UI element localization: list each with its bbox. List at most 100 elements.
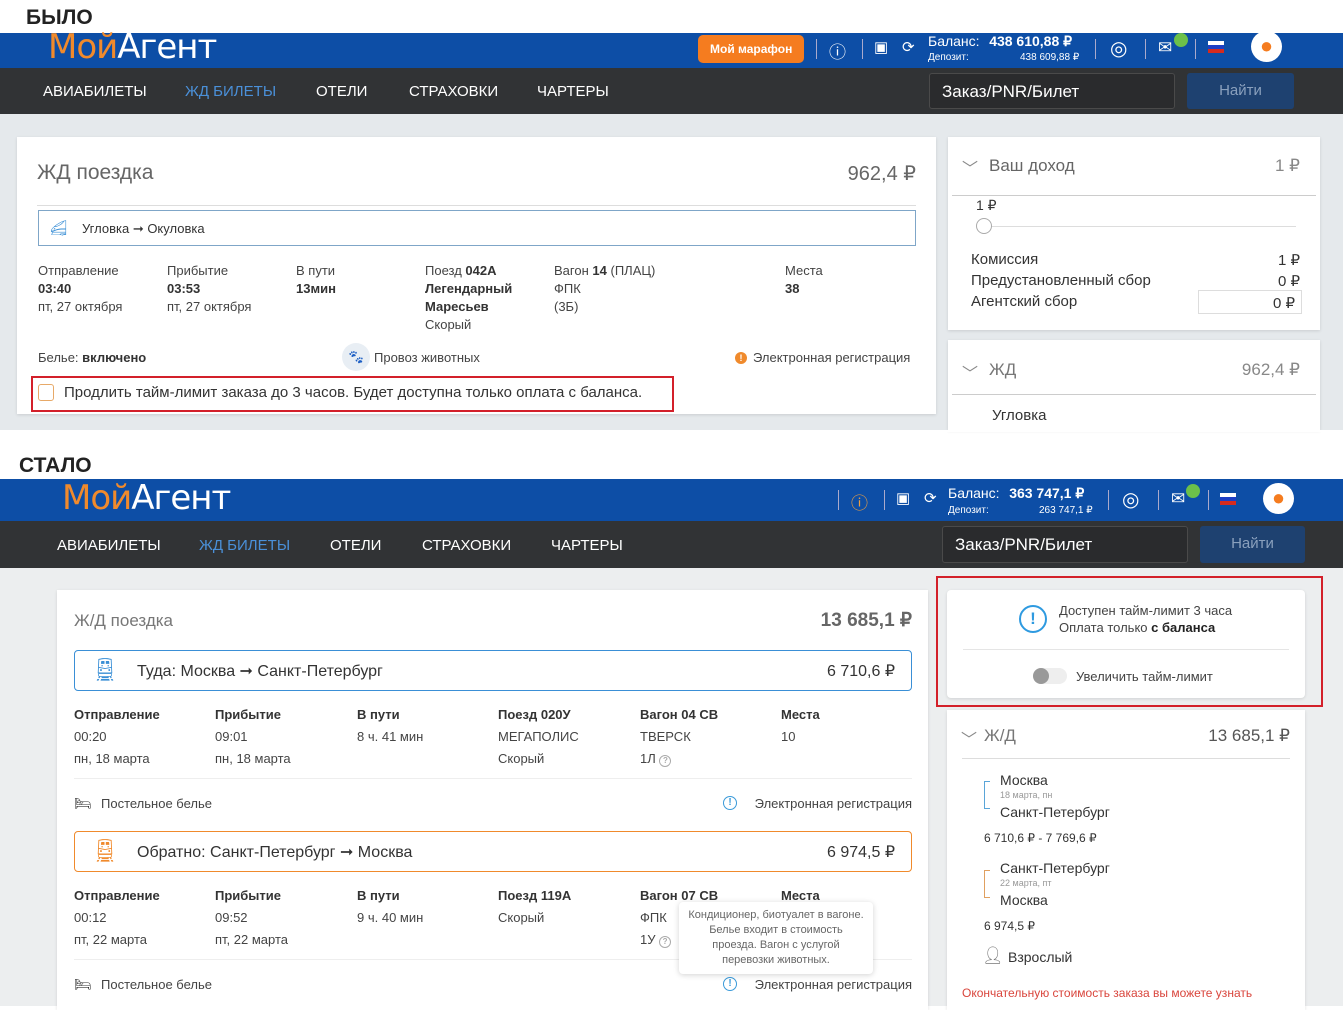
search-input[interactable]: Заказ/PNR/Билет xyxy=(942,526,1188,563)
help-icon[interactable]: ? xyxy=(659,936,672,948)
train-label: Поезд xyxy=(425,263,462,278)
seg2-price: 6 974,5 ₽ xyxy=(984,919,1036,933)
linen-label: Белье: xyxy=(38,350,79,365)
find-button[interactable]: Найти xyxy=(1187,73,1294,109)
nav-charters[interactable]: ЧАРТЕРЫ xyxy=(551,537,623,554)
train-icon: 🚄︎ xyxy=(49,220,69,237)
car: Вагон 14 (ПЛАЦ) ФПК (3Б) xyxy=(554,262,655,316)
column-value: 00:12 xyxy=(74,910,107,925)
nav-rail[interactable]: ЖД БИЛЕТЫ xyxy=(199,537,291,554)
divider xyxy=(1195,39,1196,59)
column-sub: пт, 22 марта xyxy=(215,932,288,947)
linen: Постельное белье xyxy=(101,977,212,992)
car-code: (3Б) xyxy=(554,299,579,314)
nav-insurance[interactable]: СТРАХОВКИ xyxy=(422,537,512,554)
help-icon[interactable]: ? xyxy=(659,755,672,767)
leg-route-box: 🚆︎ Туда: Москва ➞ Санкт-Петербург 6 710,… xyxy=(74,650,912,691)
income-title[interactable]: Ваш доход xyxy=(989,156,1075,175)
divider xyxy=(74,959,912,960)
leg-column: В пути 8 ч. 41 мин xyxy=(357,704,423,748)
nav-hotels[interactable]: ОТЕЛИ xyxy=(316,83,368,100)
chevron-down-icon[interactable]: ﹀ xyxy=(962,161,979,178)
nav-charters[interactable]: ЧАРТЕРЫ xyxy=(537,83,609,100)
column-value: Скорый xyxy=(498,910,545,925)
seg1-price: 6 710,6 ₽ - 7 769,6 ₽ xyxy=(984,831,1097,845)
logo-part: Мой xyxy=(48,27,118,67)
column-label: Вагон 07 СВ xyxy=(640,888,719,903)
mail-icon[interactable]: ✉ xyxy=(1171,489,1186,508)
column-value: ФПК xyxy=(640,910,667,925)
refresh-icon[interactable]: ⟳ xyxy=(902,39,915,56)
nav-rail[interactable]: ЖД БИЛЕТЫ xyxy=(185,83,277,100)
toggle-knob xyxy=(1033,668,1049,684)
eye-icon[interactable]: ◎ xyxy=(1122,489,1140,511)
dur-label: В пути xyxy=(296,263,336,278)
avatar-icon[interactable]: ● xyxy=(1263,483,1294,514)
column-label: Места xyxy=(781,888,820,903)
car-company: ФПК xyxy=(554,281,581,296)
after-label: СТАЛО xyxy=(19,454,92,477)
wallet-icon[interactable]: ▣ xyxy=(896,490,911,507)
warning-icon: ! xyxy=(735,352,747,364)
leg-route: Обратно: Санкт-Петербург ➞ Москва xyxy=(137,844,413,861)
rail-total: 13 685,1 ₽ xyxy=(1208,726,1290,745)
column-label: В пути xyxy=(357,707,400,722)
nav-air[interactable]: АВИАБИЛЕТЫ xyxy=(57,537,161,554)
income-card: ﹀ Ваш доход 1 ₽ 1 ₽ Комиссия 1 ₽ Предуст… xyxy=(948,137,1320,330)
balance-label: Баланс: xyxy=(948,485,1000,501)
logo[interactable]: МойАгент xyxy=(48,27,217,67)
slider-handle[interactable] xyxy=(976,218,992,234)
russian-flag-icon[interactable] xyxy=(1208,41,1224,53)
column-label: Прибытие xyxy=(215,707,281,722)
timelimit-line2: Оплата только с баланса xyxy=(1059,620,1215,635)
deposit-label: Депозит: xyxy=(928,52,969,63)
avatar-icon[interactable]: ● xyxy=(1251,31,1282,62)
nav-insurance[interactable]: СТРАХОВКИ xyxy=(409,83,499,100)
nav-hotels[interactable]: ОТЕЛИ xyxy=(330,537,382,554)
agent-fee-label: Агентский сбор xyxy=(971,293,1078,310)
rail-title[interactable]: Ж/Д xyxy=(984,726,1016,745)
leg-column: В пути 9 ч. 40 мин xyxy=(357,885,423,929)
rail-title[interactable]: ЖД xyxy=(989,360,1017,379)
seg2-from: Санкт-Петербург xyxy=(1000,860,1110,876)
info-icon: ! xyxy=(1019,605,1047,633)
eye-icon[interactable]: ◎ xyxy=(1110,38,1128,60)
wallet-icon[interactable]: ▣ xyxy=(874,39,889,56)
arr-time: 03:53 xyxy=(167,281,201,296)
find-button[interactable]: Найти xyxy=(1200,526,1305,563)
logo[interactable]: МойАгент xyxy=(62,478,231,518)
income-slider[interactable] xyxy=(984,226,1296,227)
chevron-down-icon[interactable]: ﹀ xyxy=(961,732,978,749)
divider xyxy=(952,195,1316,196)
marathon-button[interactable]: Мой марафон xyxy=(698,35,805,63)
seg1-from: Москва xyxy=(1000,772,1048,788)
leg-column: Поезд 119А Скорый xyxy=(498,885,571,929)
seats-value: 38 xyxy=(785,281,800,296)
refresh-icon[interactable]: ⟳ xyxy=(924,490,937,507)
search-input[interactable]: Заказ/PNR/Билет xyxy=(929,73,1175,109)
timelimit-toggle[interactable] xyxy=(1033,668,1067,684)
info-icon[interactable]: ⓘ xyxy=(829,43,846,62)
info-icon[interactable]: ⓘ xyxy=(851,494,868,513)
segment-bracket xyxy=(984,781,990,809)
arrival: Прибытие 03:53 пт, 27 октября xyxy=(167,262,251,316)
train: Поезд 042А Легендарный Маресьев Скорый xyxy=(425,262,512,334)
divider xyxy=(37,205,916,206)
column-sub: 1Л xyxy=(640,751,656,766)
column-label: Места xyxy=(781,707,820,722)
deposit-value: 438 609,88 ₽ xyxy=(1020,52,1080,63)
nav-air[interactable]: АВИАБИЛЕТЫ xyxy=(43,83,147,100)
logo-part: Агент xyxy=(117,27,217,67)
chevron-down-icon[interactable]: ﹀ xyxy=(962,366,979,383)
leg-column: Вагон 07 СВ ФПК 1У ? xyxy=(640,885,718,951)
linen-value: включено xyxy=(82,350,147,365)
mail-icon[interactable]: ✉ xyxy=(1158,38,1173,57)
russian-flag-icon[interactable] xyxy=(1220,493,1236,505)
car-no: 14 xyxy=(592,263,607,278)
agent-fee-input[interactable]: 0 ₽ xyxy=(1198,290,1302,314)
rail-from: Угловка xyxy=(992,407,1047,424)
seg1-date: 18 марта, пн xyxy=(1000,790,1053,800)
column-label: В пути xyxy=(357,888,400,903)
extend-checkbox[interactable] xyxy=(38,384,54,401)
leg-column: Отправление 00:20 пн, 18 марта xyxy=(74,704,160,770)
